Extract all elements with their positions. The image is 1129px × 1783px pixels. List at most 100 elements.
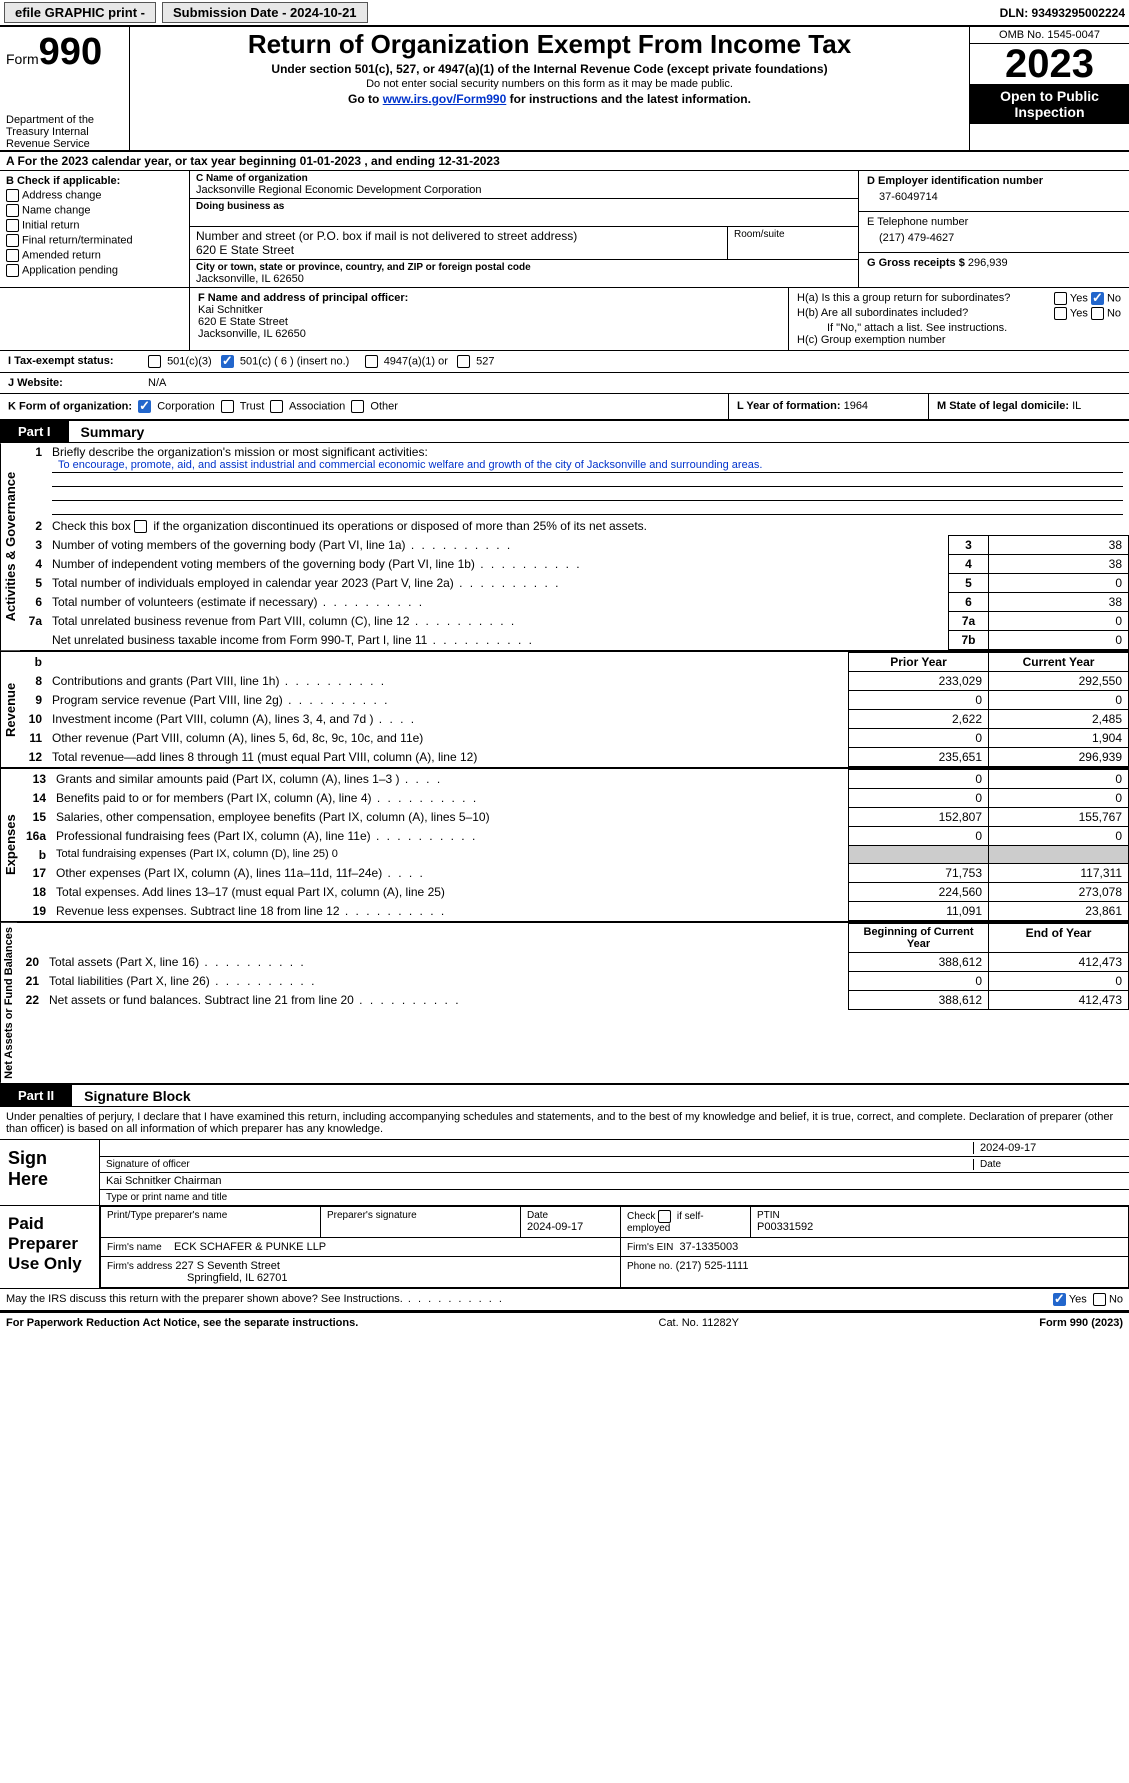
line1-num: 1 — [20, 443, 46, 517]
form-number: Form990 — [6, 31, 123, 74]
cb-amended[interactable] — [6, 249, 19, 262]
cb-hb-yes[interactable] — [1054, 307, 1067, 320]
rev-desc-8: Contributions and grants (Part VIII, lin… — [46, 672, 849, 691]
exp-prior-16b — [849, 846, 989, 864]
irs-link[interactable]: www.irs.gov/Form990 — [383, 92, 507, 106]
exp-desc-14: Benefits paid to or for members (Part IX… — [50, 789, 848, 808]
l-lbl: L Year of formation: — [737, 400, 841, 412]
cb-527[interactable] — [457, 355, 470, 368]
j-lbl: J Website: — [0, 373, 140, 393]
exp-row-16a: 16aProfessional fundraising fees (Part I… — [20, 827, 1129, 846]
sign-sig-lbl: Signature of officer — [106, 1159, 973, 1170]
net-begin-21: 0 — [849, 972, 989, 991]
part2-header: Part II Signature Block — [0, 1085, 1129, 1107]
net-row-20: 20Total assets (Part X, line 16)388,6124… — [17, 953, 1129, 972]
cb-ha-no[interactable] — [1091, 292, 1104, 305]
submission-date-btn[interactable]: Submission Date - 2024-10-21 — [162, 2, 368, 23]
sign-date-top: 2024-09-17 — [973, 1142, 1123, 1154]
cb-other[interactable] — [351, 400, 364, 413]
gov-row-5: 5Total number of individuals employed in… — [20, 574, 1129, 593]
f-street: 620 E State Street — [198, 316, 780, 328]
rev-row-9: 9Program service revenue (Part VIII, lin… — [20, 691, 1129, 710]
cb-initial-return[interactable] — [6, 219, 19, 232]
form-note: Do not enter social security numbers on … — [138, 78, 961, 90]
exp-cur-16a: 0 — [989, 827, 1129, 846]
lbl-501c3: 501(c)(3) — [167, 355, 212, 367]
gov-val-3: 38 — [989, 536, 1129, 555]
paid-phone-lbl: Phone no. — [627, 1261, 673, 1272]
lbl-yes2: Yes — [1070, 307, 1088, 319]
gov-row-4: 4Number of independent voting members of… — [20, 555, 1129, 574]
row-fh: F Name and address of principal officer:… — [0, 288, 1129, 351]
rev-row-10: 10Investment income (Part VIII, column (… — [20, 710, 1129, 729]
gov-box-3: 3 — [949, 536, 989, 555]
exp-prior-16a: 0 — [849, 827, 989, 846]
hc-lbl: H(c) Group exemption number — [797, 334, 1121, 346]
cb-self-employed[interactable] — [658, 1210, 671, 1223]
hb-note: If "No," attach a list. See instructions… — [797, 322, 1121, 334]
gov-val-6: 38 — [989, 593, 1129, 612]
row-j: J Website: N/A — [0, 373, 1129, 394]
cb-4947[interactable] — [365, 355, 378, 368]
cb-501c[interactable] — [221, 355, 234, 368]
cb-name-change[interactable] — [6, 204, 19, 217]
gov-box-6: 6 — [949, 593, 989, 612]
lbl-no2: No — [1107, 307, 1121, 319]
cb-address-change[interactable] — [6, 189, 19, 202]
cb-discuss-no[interactable] — [1093, 1293, 1106, 1306]
rev-desc-12: Total revenue—add lines 8 through 11 (mu… — [46, 748, 849, 767]
exp-desc-13: Grants and similar amounts paid (Part IX… — [50, 770, 848, 789]
section-bcd: B Check if applicable: Address change Na… — [0, 171, 1129, 288]
lbl-initial-return: Initial return — [22, 219, 79, 231]
paid-ein-lbl: Firm's EIN — [627, 1242, 673, 1253]
efile-print-btn[interactable]: efile GRAPHIC print - — [4, 2, 156, 23]
part1-header: Part I Summary — [0, 421, 1129, 443]
exp-row-16b: bTotal fundraising expenses (Part IX, co… — [20, 846, 1129, 864]
c-city-lbl: City or town, state or province, country… — [196, 262, 852, 273]
dept-label: Department of the Treasury Internal Reve… — [6, 114, 123, 150]
rev-prior-11: 0 — [849, 729, 989, 748]
cb-hb-no[interactable] — [1091, 307, 1104, 320]
j-val: N/A — [140, 373, 174, 393]
cb-app-pending[interactable] — [6, 264, 19, 277]
exp-row-17: 17Other expenses (Part IX, column (A), l… — [20, 864, 1129, 883]
cb-ha-yes[interactable] — [1054, 292, 1067, 305]
cb-trust[interactable] — [221, 400, 234, 413]
cb-final-return[interactable] — [6, 234, 19, 247]
net-begin-22: 388,612 — [849, 991, 989, 1010]
rev-desc-11: Other revenue (Part VIII, column (A), li… — [46, 729, 849, 748]
cb-assoc[interactable] — [270, 400, 283, 413]
i-lbl: I Tax-exempt status: — [0, 351, 140, 372]
rev-cur-10: 2,485 — [989, 710, 1129, 729]
part1-tab: Part I — [0, 421, 69, 442]
k-lbl: K Form of organization: — [8, 400, 132, 412]
form-subtitle: Under section 501(c), 527, or 4947(a)(1)… — [138, 62, 961, 76]
cb-discontinued[interactable] — [134, 520, 147, 533]
open-to-public: Open to Public Inspection — [970, 84, 1129, 124]
rev-cur-11: 1,904 — [989, 729, 1129, 748]
footer-right: Form 990 (2023) — [1039, 1317, 1123, 1329]
f-lbl: F Name and address of principal officer: — [198, 292, 780, 304]
sign-type-lbl: Type or print name and title — [106, 1192, 227, 1203]
rev-prior-9: 0 — [849, 691, 989, 710]
paid-firm-lbl: Firm's name — [107, 1242, 162, 1253]
exp-cur-19: 23,861 — [989, 902, 1129, 921]
lbl-address-change: Address change — [22, 189, 102, 201]
paid-addr2: Springfield, IL 62701 — [107, 1272, 288, 1284]
cb-corp[interactable] — [138, 400, 151, 413]
mission-blank3 — [52, 501, 1123, 515]
paid-hdr-check: Check if self-employed — [621, 1207, 751, 1238]
box-c: C Name of organization Jacksonville Regi… — [190, 171, 859, 287]
exp-desc-16b: Total fundraising expenses (Part IX, col… — [50, 846, 848, 864]
rev-desc-10: Investment income (Part VIII, column (A)… — [46, 710, 849, 729]
cb-discuss-yes[interactable] — [1053, 1293, 1066, 1306]
paid-hdr-sig: Preparer's signature — [327, 1210, 514, 1221]
gov-row-7a: 7aTotal unrelated business revenue from … — [20, 612, 1129, 631]
paid-firm: ECK SCHAFER & PUNKE LLP — [174, 1241, 326, 1253]
cb-501c3[interactable] — [148, 355, 161, 368]
exp-cur-14: 0 — [989, 789, 1129, 808]
exp-prior-17: 71,753 — [849, 864, 989, 883]
gov-row-7b: Net unrelated business taxable income fr… — [20, 631, 1129, 650]
gov-desc-7a: Total unrelated business revenue from Pa… — [46, 612, 949, 631]
paid-addr-lbl: Firm's address — [107, 1261, 172, 1272]
